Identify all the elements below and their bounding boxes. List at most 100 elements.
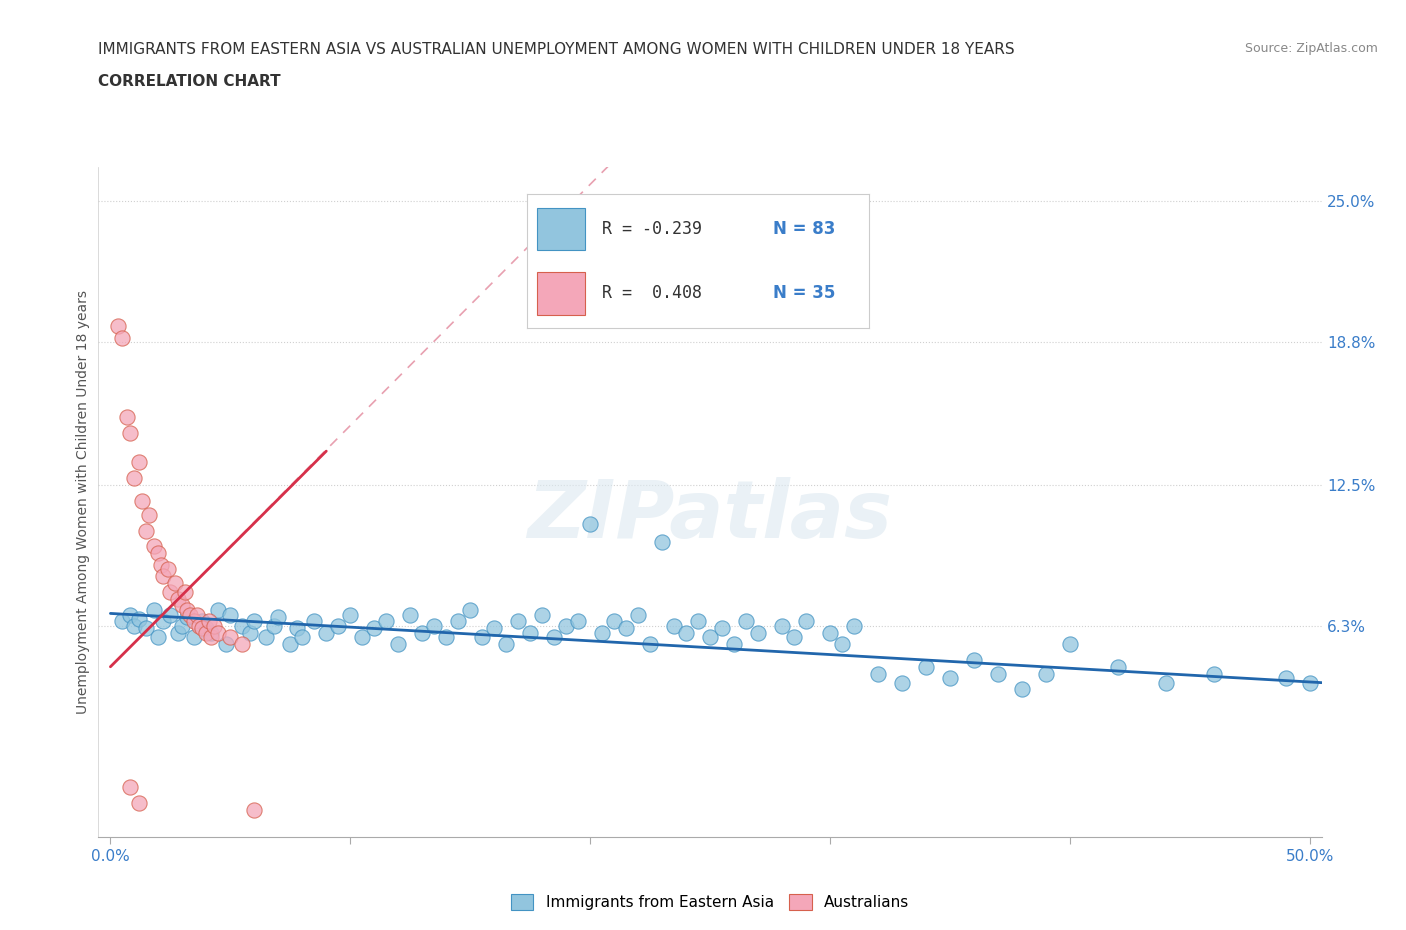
Point [188, 618, 211, 633]
Point [291, 630, 314, 644]
Point [195, 620, 218, 635]
Point [399, 607, 422, 622]
Point [591, 625, 613, 640]
Point [243, 803, 266, 817]
Point [159, 584, 181, 599]
Point [939, 671, 962, 685]
Point [747, 625, 769, 640]
Point [783, 630, 806, 644]
Point [363, 620, 385, 635]
Point [614, 620, 637, 635]
Text: CORRELATION CHART: CORRELATION CHART [98, 74, 281, 89]
Point [149, 557, 172, 572]
Point [531, 607, 554, 622]
Point [1154, 675, 1177, 690]
Point [115, 409, 138, 424]
Point [202, 618, 225, 633]
Point [172, 618, 194, 633]
Point [166, 591, 188, 606]
Legend: Immigrants from Eastern Asia, Australians: Immigrants from Eastern Asia, Australian… [505, 888, 915, 916]
Point [190, 614, 212, 629]
Point [135, 620, 157, 635]
Point [915, 659, 938, 674]
Point [131, 494, 153, 509]
Point [675, 625, 697, 640]
Point [142, 603, 165, 618]
Point [278, 637, 301, 652]
Point [579, 516, 602, 531]
Point [1035, 666, 1057, 681]
Text: Source: ZipAtlas.com: Source: ZipAtlas.com [1244, 42, 1378, 55]
Point [152, 568, 174, 583]
Point [179, 607, 201, 622]
Point [107, 319, 129, 334]
Point [339, 607, 361, 622]
Point [118, 607, 141, 622]
Point [166, 625, 188, 640]
Point [770, 618, 793, 633]
Point [118, 779, 141, 794]
Y-axis label: Unemployment Among Women with Children Under 18 years: Unemployment Among Women with Children U… [76, 290, 90, 714]
Point [214, 637, 236, 652]
Point [128, 612, 150, 627]
Point [152, 614, 174, 629]
Point [111, 330, 134, 345]
Point [818, 625, 841, 640]
Point [186, 607, 208, 622]
Point [375, 614, 398, 629]
Point [172, 598, 194, 613]
Point [176, 603, 198, 618]
Point [482, 620, 505, 635]
Point [567, 614, 589, 629]
Point [1107, 659, 1129, 674]
Point [627, 607, 650, 622]
Point [263, 618, 285, 633]
Point [197, 614, 219, 629]
Point [352, 630, 374, 644]
Text: IMMIGRANTS FROM EASTERN ASIA VS AUSTRALIAN UNEMPLOYMENT AMONG WOMEN WITH CHILDRE: IMMIGRANTS FROM EASTERN ASIA VS AUSTRALI… [98, 42, 1015, 57]
Point [1059, 637, 1081, 652]
Point [543, 630, 565, 644]
Point [519, 625, 541, 640]
Point [735, 614, 758, 629]
Point [842, 618, 865, 633]
Point [156, 562, 179, 577]
Point [1298, 675, 1320, 690]
Point [447, 614, 470, 629]
Point [638, 637, 661, 652]
Point [183, 614, 205, 629]
Point [148, 546, 170, 561]
Point [555, 618, 578, 633]
Point [890, 675, 912, 690]
Point [508, 614, 530, 629]
Point [231, 618, 253, 633]
Point [200, 630, 222, 644]
Point [495, 637, 517, 652]
Point [219, 607, 242, 622]
Point [287, 620, 309, 635]
Point [148, 630, 170, 644]
Point [458, 603, 481, 618]
Point [866, 666, 889, 681]
Point [723, 637, 745, 652]
Point [603, 614, 626, 629]
Point [238, 625, 260, 640]
Point [963, 653, 986, 668]
Point [128, 455, 150, 470]
Point [304, 614, 326, 629]
Point [128, 795, 150, 810]
Point [195, 625, 218, 640]
Point [183, 630, 205, 644]
Point [1274, 671, 1296, 685]
Text: ZIPatlas: ZIPatlas [527, 476, 893, 554]
Point [124, 618, 146, 633]
Point [267, 609, 290, 624]
Point [111, 614, 134, 629]
Point [159, 607, 181, 622]
Point [794, 614, 817, 629]
Point [686, 614, 709, 629]
Point [651, 535, 673, 550]
Point [142, 539, 165, 554]
Point [173, 584, 195, 599]
Point [254, 630, 277, 644]
